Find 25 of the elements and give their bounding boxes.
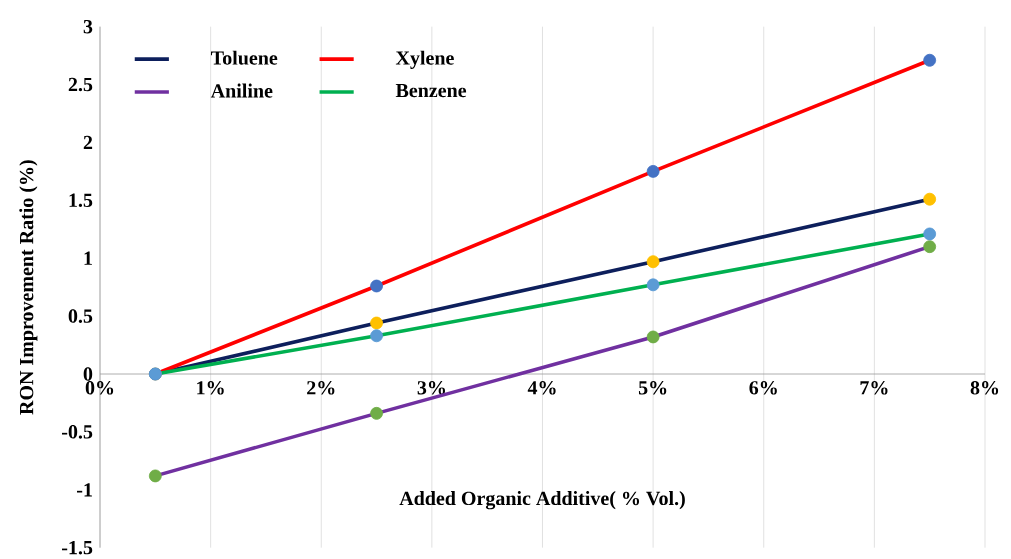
x-tick-label: 7% xyxy=(860,381,888,395)
x-tick-label: 2% xyxy=(307,381,335,395)
y-tick-label: -1.5 xyxy=(62,540,93,555)
y-tick-label: 2.5 xyxy=(68,77,93,92)
y-tick-label: 1.5 xyxy=(69,193,93,208)
legend-label: Xylene xyxy=(395,50,454,69)
y-tick-label: 1 xyxy=(84,251,92,265)
x-axis-title: Added Organic Additive( % Vol.) xyxy=(399,491,685,510)
x-tick-label: 5% xyxy=(638,381,667,395)
x-tick-label: 3% xyxy=(417,381,446,395)
x-tick-label: 4% xyxy=(527,381,556,395)
y-tick-label: 0.5 xyxy=(68,309,93,323)
y-tick-label: 0 xyxy=(83,367,93,381)
y-tick-label: 2 xyxy=(83,135,93,150)
y-axis-title: RON Improvement Ratio (%) xyxy=(19,160,38,415)
legend-label: Benzene xyxy=(395,83,467,98)
legend-label: Toluene xyxy=(211,50,278,65)
x-tick-label: 8% xyxy=(970,381,999,395)
x-tick-label: 1% xyxy=(197,381,224,395)
y-tick-label: -0.5 xyxy=(62,425,93,439)
x-tick-label: 0% xyxy=(85,381,114,395)
y-tick-label: -1 xyxy=(77,483,92,497)
y-tick-label: 3 xyxy=(83,19,93,34)
legend-label: Aniline xyxy=(210,83,273,98)
x-tick-label: 6% xyxy=(749,381,777,395)
